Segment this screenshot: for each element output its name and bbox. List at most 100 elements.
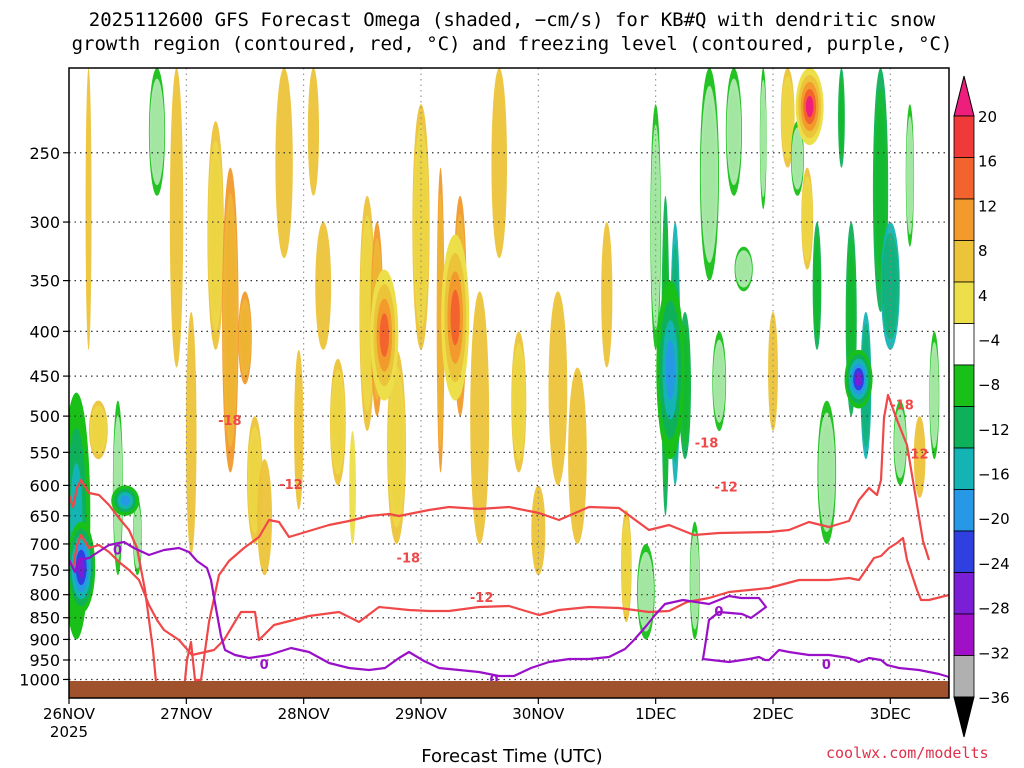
omega-feature [450,289,460,346]
y-tick-label: 550 [29,443,60,462]
omega-streak [294,349,304,510]
omega-feature [120,495,130,506]
y-tick-label: 900 [29,630,60,649]
colorbar-bottom-arrow [953,696,975,738]
y-tick-label: 1000 [19,670,60,689]
omega-streak-halo [791,127,804,190]
omega-streak [169,68,184,368]
omega-streak-halo [149,78,165,186]
omega-streak-halo [89,405,107,455]
x-tick-label: 3DEC [870,705,911,723]
x-tick-label: 27NOV [160,705,213,723]
colorbar-top-arrow [953,75,975,117]
colorbar-box [953,613,975,656]
omega-streak-halo [700,85,719,263]
colorbar-label: −28 [978,600,1010,618]
omega-streak-halo [238,299,252,377]
omega-streak [913,416,926,498]
omega-streak-halo [712,339,726,423]
credit-text: coolwx.com/modelts [826,744,989,762]
omega-streak-halo [208,140,224,331]
contour-label: 0 [260,658,269,673]
colorbar-label: 8 [978,242,988,260]
colorbar-label: 12 [978,197,997,215]
colorbar-label: −12 [978,421,1010,439]
colorbar-label: 4 [978,287,988,305]
colorbar-box [953,198,975,241]
omega-streak-halo [726,78,742,186]
colorbar-box [953,447,975,490]
y-tick-label: 850 [29,609,60,628]
omega-streak-halo [330,369,346,475]
omega-feature [379,313,390,357]
x-tick-label: 30NOV [512,705,565,723]
colorbar-label: −32 [978,644,1010,662]
colorbar-label: 20 [978,108,997,126]
x-axis-label: Forecast Time (UTC) [421,746,603,767]
chart-title-line2: growth region (contoured, red, °C) and f… [71,33,953,55]
omega-streak-halo [387,366,406,528]
omega-streak-halo [781,76,794,160]
axes: 250 300 350 400 450 500 550 600 650 700 750 800 850 9… [19,144,911,741]
omega-streak-halo [818,412,836,533]
omega-feature [665,340,675,400]
omega-streak [491,68,508,259]
omega-streak-halo [222,193,238,448]
y-tick-label: 250 [29,144,60,163]
omega-streak-halo [511,343,526,461]
contour-label: -12 [905,448,929,463]
y-tick-label: 350 [29,272,60,291]
contour-label: -18 [397,551,421,566]
omega-feature [77,556,85,578]
contour-label: 0 [489,673,498,688]
contour-line-0 [69,540,949,680]
y-tick-label: 650 [29,507,60,526]
omega-streak-halo [906,116,914,235]
x-tick-label: 28NOV [278,705,331,723]
colorbar-box [953,489,975,532]
y-tick-label: 300 [29,213,60,232]
y-tick-label: 600 [29,476,60,495]
omega-streak [568,367,587,544]
omega-streak [470,291,490,544]
terrain-fill [69,681,949,698]
colorbar-box [953,115,975,158]
colorbar-label: −8 [978,376,1000,394]
omega-feature [855,372,862,386]
omega-streak-halo [621,519,632,613]
colorbar-label: 16 [978,153,997,171]
omega-streak-halo [437,193,445,448]
contours: -18 -12 -18 -12 -18 -12 -18 -12 0 0 0 0 0 [69,393,949,698]
terrain-band [69,681,949,698]
contour-line-m12 [69,533,949,657]
y-tick-label: 500 [29,407,60,426]
y-tick-label: 800 [29,586,60,605]
contour-label: -12 [279,478,303,493]
contour-label: -18 [218,414,242,429]
chart-title-line1: 2025112600 GFS Forecast Omega (shaded, −… [88,9,936,31]
contour-label: -12 [470,591,494,606]
x-tick-label: 29NOV [395,705,448,723]
omega-streak-halo [838,76,845,160]
omega-streak [315,222,332,350]
omega-streak-halo [760,79,767,198]
colorbar-box [953,364,975,407]
omega-shading [69,68,940,640]
omega-streak-halo [735,250,752,288]
contour-label: -18 [695,437,719,452]
y-tick-label: 700 [29,535,60,554]
omega-streak-halo [881,232,899,340]
x-tick-label: 26NOV [43,705,96,723]
contour-label: -12 [714,481,738,496]
y-tick-label: 450 [29,367,60,386]
omega-streak [601,222,613,368]
colorbar-label: −4 [978,331,1000,349]
x-tick-label: 2DEC [752,705,793,723]
colorbar-label: −16 [978,466,1010,484]
colorbar-box [953,406,975,449]
omega-streak [257,459,273,576]
omega-streak [548,291,568,486]
colorbar-box [953,281,975,324]
omega-streak-halo [360,215,375,412]
